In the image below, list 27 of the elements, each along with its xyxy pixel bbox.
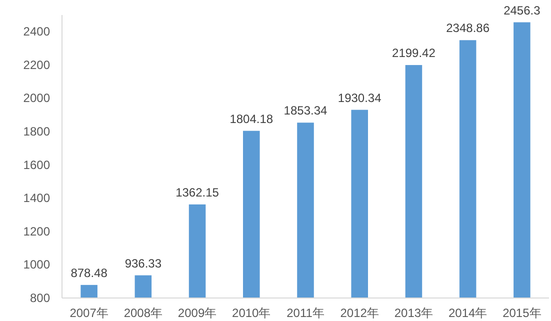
data-label: 2456.3 — [504, 3, 541, 18]
y-tick-label: 1600 — [23, 158, 50, 172]
x-tick-label: 2011年 — [286, 306, 324, 320]
data-label: 1853.34 — [284, 104, 328, 118]
y-tick-label: 2200 — [23, 58, 50, 72]
y-tick-label: 1200 — [23, 224, 50, 238]
y-tick-label: 800 — [30, 291, 50, 305]
x-tick-label: 2007年 — [70, 306, 108, 320]
x-tick-label: 2014年 — [448, 306, 488, 320]
x-tick-label: 2010年 — [232, 306, 271, 320]
data-label: 1930.34 — [338, 90, 382, 105]
data-label: 878.48 — [70, 266, 108, 280]
y-tick-label: 1000 — [23, 258, 50, 272]
data-label: 1362.15 — [176, 185, 220, 200]
y-tick-label: 1800 — [23, 124, 50, 139]
x-tick-label: 2008年 — [124, 306, 163, 320]
data-label: 2348.86 — [446, 21, 490, 36]
y-tick-label: 1400 — [23, 191, 50, 206]
x-tick-label: 2015年 — [502, 306, 542, 320]
y-tick-label: 2400 — [23, 24, 50, 39]
data-label: 936.33 — [124, 256, 162, 270]
data-label: 1804.18 — [230, 112, 274, 126]
y-tick-label: 2000 — [23, 91, 50, 106]
x-tick-label: 2009年 — [178, 306, 217, 320]
x-tick-label: 2012年 — [340, 306, 379, 320]
x-tick-label: 2013年 — [394, 306, 434, 320]
data-label: 2199.42 — [392, 46, 436, 60]
